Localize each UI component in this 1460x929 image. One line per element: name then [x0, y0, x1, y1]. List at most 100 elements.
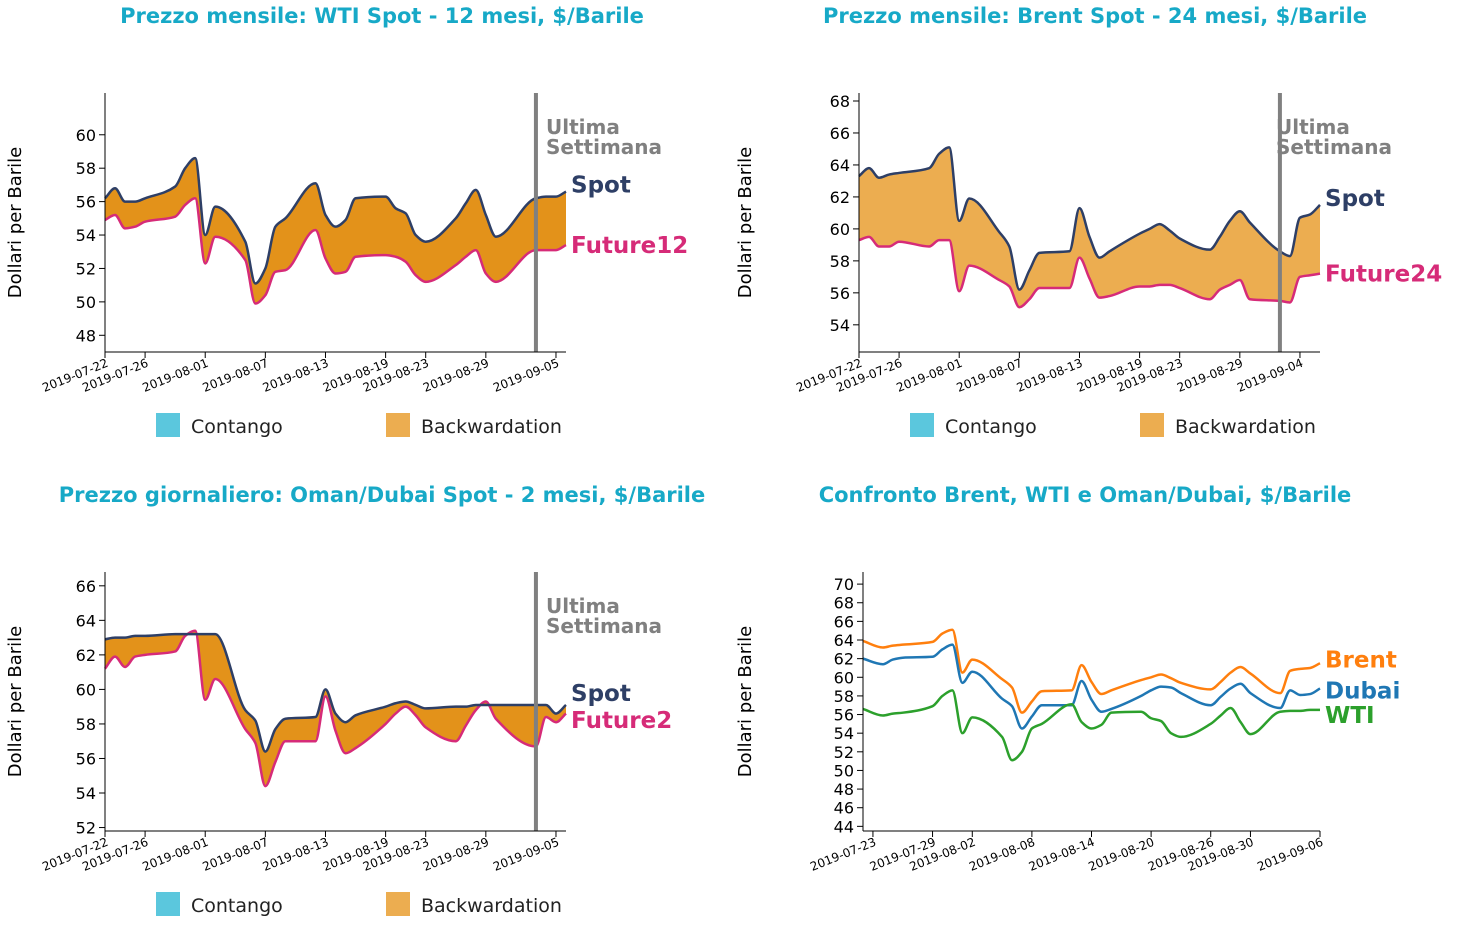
marker-label-line2: Settimana [1276, 135, 1392, 159]
y-tick-label: 50 [76, 293, 96, 312]
y-tick-label: 52 [76, 819, 96, 838]
series-line-brent [862, 628, 1321, 714]
x-tick-label: 2019-08-14 [1027, 835, 1097, 874]
y-axis-label: Dollari per Barile [735, 626, 756, 778]
y-tick-label: 56 [834, 706, 854, 725]
spot-end-label: Spot [571, 681, 631, 707]
y-tick-label: 58 [76, 159, 96, 178]
y-tick-label: 48 [76, 326, 96, 345]
series-line-dubai [862, 643, 1321, 730]
legend-label-contango: Contango [191, 416, 283, 438]
y-tick-label: 68 [834, 594, 854, 613]
legend-swatch-backwardation [386, 892, 410, 916]
marker-label-line2: Settimana [546, 135, 662, 159]
marker-label-line1: Ultima [546, 115, 620, 139]
x-tick-label: 2019-09-05 [491, 835, 561, 874]
x-tick-label: 2019-08-29 [1175, 356, 1245, 395]
legend-swatch-contango [156, 892, 180, 916]
x-tick-label: 2019-08-07 [201, 356, 271, 395]
spot-line [104, 632, 567, 753]
spot-end-label: Spot [571, 173, 631, 199]
chart-title-brent: Prezzo mensile: Brent Spot - 24 mesi, $/… [822, 4, 1368, 28]
y-tick-label: 60 [76, 126, 96, 145]
x-tick-label: 2019-08-20 [1086, 835, 1156, 874]
future-end-label: Future12 [571, 233, 688, 259]
legend-label-backwardation: Backwardation [1175, 416, 1316, 438]
x-tick-label: 2019-08-29 [421, 356, 491, 395]
y-tick-label: 58 [834, 687, 854, 706]
y-tick-label: 52 [76, 259, 96, 278]
x-tick-label: 2019-08-01 [894, 356, 964, 395]
legend-swatch-backwardation [386, 413, 410, 437]
x-tick-label: 2019-08-29 [421, 835, 491, 874]
x-tick-label: 2019-08-08 [967, 835, 1037, 874]
y-tick-label: 54 [76, 784, 96, 803]
series-line-wti [862, 689, 1320, 762]
chart-title-dubai: Prezzo giornaliero: Oman/Dubai Spot - 2 … [58, 483, 706, 507]
y-tick-label: 62 [830, 188, 850, 207]
x-tick-label: 2019-09-05 [491, 356, 561, 395]
y-tick-label: 60 [830, 220, 850, 239]
y-tick-label: 54 [76, 226, 96, 245]
y-tick-label: 64 [834, 631, 854, 650]
legend-swatch-contango [156, 413, 180, 437]
future-end-label: Future2 [571, 708, 672, 734]
spot-end-label: Spot [1325, 186, 1385, 212]
backwardation-area [105, 630, 566, 787]
marker-label-line1: Ultima [1276, 115, 1350, 139]
x-tick-label: 2019-08-13 [261, 356, 331, 395]
x-tick-label: 2019-09-06 [1255, 835, 1325, 874]
series-label-dubai: Dubai [1325, 678, 1400, 704]
y-tick-label: 52 [834, 743, 854, 762]
legend-swatch-contango [910, 413, 934, 437]
y-tick-label: 62 [76, 646, 96, 665]
x-tick-label: 2019-08-13 [1015, 356, 1085, 395]
y-axis-label: Dollari per Barile [5, 147, 26, 299]
x-tick-label: 2019-08-01 [140, 835, 210, 874]
y-tick-label: 64 [76, 611, 96, 630]
y-tick-label: 60 [76, 680, 96, 699]
y-tick-label: 58 [830, 252, 850, 271]
chart-title-wti: Prezzo mensile: WTI Spot - 12 mesi, $/Ba… [120, 4, 644, 28]
y-tick-label: 58 [76, 715, 96, 734]
x-tick-label: 2019-08-01 [140, 356, 210, 395]
marker-label-line1: Ultima [546, 594, 620, 618]
x-tick-label: 2019-08-07 [201, 835, 271, 874]
y-tick-label: 60 [834, 668, 854, 687]
future-line [104, 197, 567, 305]
chart-compare: Dollari per Barile BrentDubaiWTI444648505… [735, 572, 1400, 874]
y-tick-label: 54 [830, 316, 850, 335]
y-tick-label: 46 [834, 799, 854, 818]
legend-label-backwardation: Backwardation [421, 416, 562, 438]
series-label-wti: WTI [1325, 703, 1375, 729]
y-tick-label: 64 [830, 156, 850, 175]
series-label-brent: Brent [1325, 647, 1397, 673]
y-tick-label: 50 [834, 761, 854, 780]
y-tick-label: 66 [76, 577, 96, 596]
y-axis-label: Dollari per Barile [735, 147, 756, 299]
y-tick-label: 56 [830, 284, 850, 303]
spot-line [104, 156, 567, 285]
spot-line [858, 146, 1321, 291]
y-tick-label: 56 [76, 193, 96, 212]
backwardation-area [859, 147, 1320, 308]
y-tick-label: 56 [76, 749, 96, 768]
x-tick-label: 2019-09-04 [1235, 356, 1305, 395]
y-tick-label: 44 [834, 817, 854, 836]
y-tick-label: 70 [834, 575, 854, 594]
x-tick-label: 2019-08-13 [261, 835, 331, 874]
legend-swatch-backwardation [1140, 413, 1164, 437]
x-tick-label: 2019-08-07 [955, 356, 1025, 395]
future-line [858, 235, 1321, 309]
legend-label-contango: Contango [945, 416, 1037, 438]
legend-label-contango: Contango [191, 895, 283, 917]
y-tick-label: 68 [830, 92, 850, 111]
y-axis-label: Dollari per Barile [5, 626, 26, 778]
y-tick-label: 66 [830, 124, 850, 143]
y-tick-label: 66 [834, 612, 854, 631]
y-tick-label: 54 [834, 724, 854, 743]
x-tick-label: 2019-07-23 [808, 835, 878, 874]
